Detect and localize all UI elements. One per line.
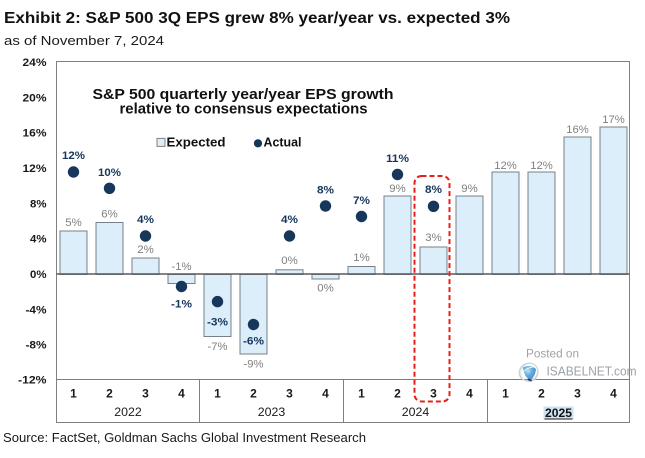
svg-text:3%: 3% [425,232,442,244]
svg-text:0%: 0% [30,269,47,281]
svg-text:2: 2 [538,387,545,401]
svg-text:-1%: -1% [171,299,192,311]
svg-text:Expected: Expected [167,135,226,150]
svg-text:1: 1 [502,387,509,401]
svg-text:1%: 1% [353,252,370,264]
svg-text:12%: 12% [62,150,85,162]
svg-text:20%: 20% [23,92,47,104]
svg-text:3: 3 [142,387,149,401]
svg-text:-3%: -3% [207,317,228,329]
svg-text:1: 1 [214,387,221,401]
svg-text:as of November 7, 2024: as of November 7, 2024 [4,33,164,48]
svg-text:9%: 9% [389,183,406,195]
svg-text:relative to consensus expectat: relative to consensus expectations [120,102,368,118]
svg-text:9%: 9% [461,183,478,195]
svg-text:Source: FactSet, Goldman Sachs: Source: FactSet, Goldman Sachs Global In… [3,430,366,445]
svg-text:0%: 0% [317,283,334,295]
svg-text:4%: 4% [30,234,47,246]
svg-text:Actual: Actual [264,135,302,150]
svg-text:2022: 2022 [114,405,142,419]
svg-text:2025: 2025 [545,406,572,420]
svg-text:-12%: -12% [18,375,47,387]
svg-text:-1%: -1% [172,261,192,273]
svg-text:Posted on: Posted on [526,347,579,361]
svg-text:4: 4 [466,387,473,401]
svg-text:4%: 4% [137,214,154,226]
svg-text:3: 3 [574,387,581,401]
svg-text:2%: 2% [137,244,154,256]
svg-text:-6%: -6% [243,336,264,348]
svg-text:2023: 2023 [258,405,286,419]
svg-text:-9%: -9% [244,359,264,371]
svg-text:0%: 0% [281,255,298,267]
svg-text:5%: 5% [65,217,82,229]
svg-text:2: 2 [250,387,257,401]
svg-text:3: 3 [430,387,437,401]
svg-text:8%: 8% [30,198,47,210]
svg-text:1: 1 [70,387,77,401]
svg-text:-4%: -4% [26,304,47,316]
svg-text:4: 4 [322,387,329,401]
svg-text:3: 3 [286,387,293,401]
svg-text:12%: 12% [23,163,47,175]
svg-text:12%: 12% [494,160,517,172]
svg-text:7%: 7% [353,195,370,207]
svg-text:2: 2 [394,387,401,401]
svg-text:Exhibit 2: S&P 500 3Q EPS grew: Exhibit 2: S&P 500 3Q EPS grew 8% year/y… [4,10,510,27]
svg-text:24%: 24% [23,57,47,69]
svg-text:12%: 12% [530,160,553,172]
svg-text:1: 1 [358,387,365,401]
svg-text:17%: 17% [602,114,625,126]
svg-text:4: 4 [610,387,617,401]
svg-text:8%: 8% [317,185,334,197]
svg-text:S&P 500 quarterly year/year EP: S&P 500 quarterly year/year EPS growth [93,87,394,103]
svg-text:6%: 6% [101,209,118,221]
svg-text:ISABELNET.com: ISABELNET.com [547,364,637,379]
svg-text:-7%: -7% [208,341,228,353]
svg-text:-8%: -8% [26,340,47,352]
svg-text:11%: 11% [386,153,409,165]
svg-text:16%: 16% [566,124,589,136]
svg-text:10%: 10% [98,167,121,179]
svg-text:2024: 2024 [402,405,430,419]
svg-text:4%: 4% [281,214,298,226]
svg-text:4: 4 [178,387,185,401]
svg-text:2: 2 [106,387,113,401]
svg-text:8%: 8% [425,184,442,196]
svg-text:16%: 16% [23,128,47,140]
